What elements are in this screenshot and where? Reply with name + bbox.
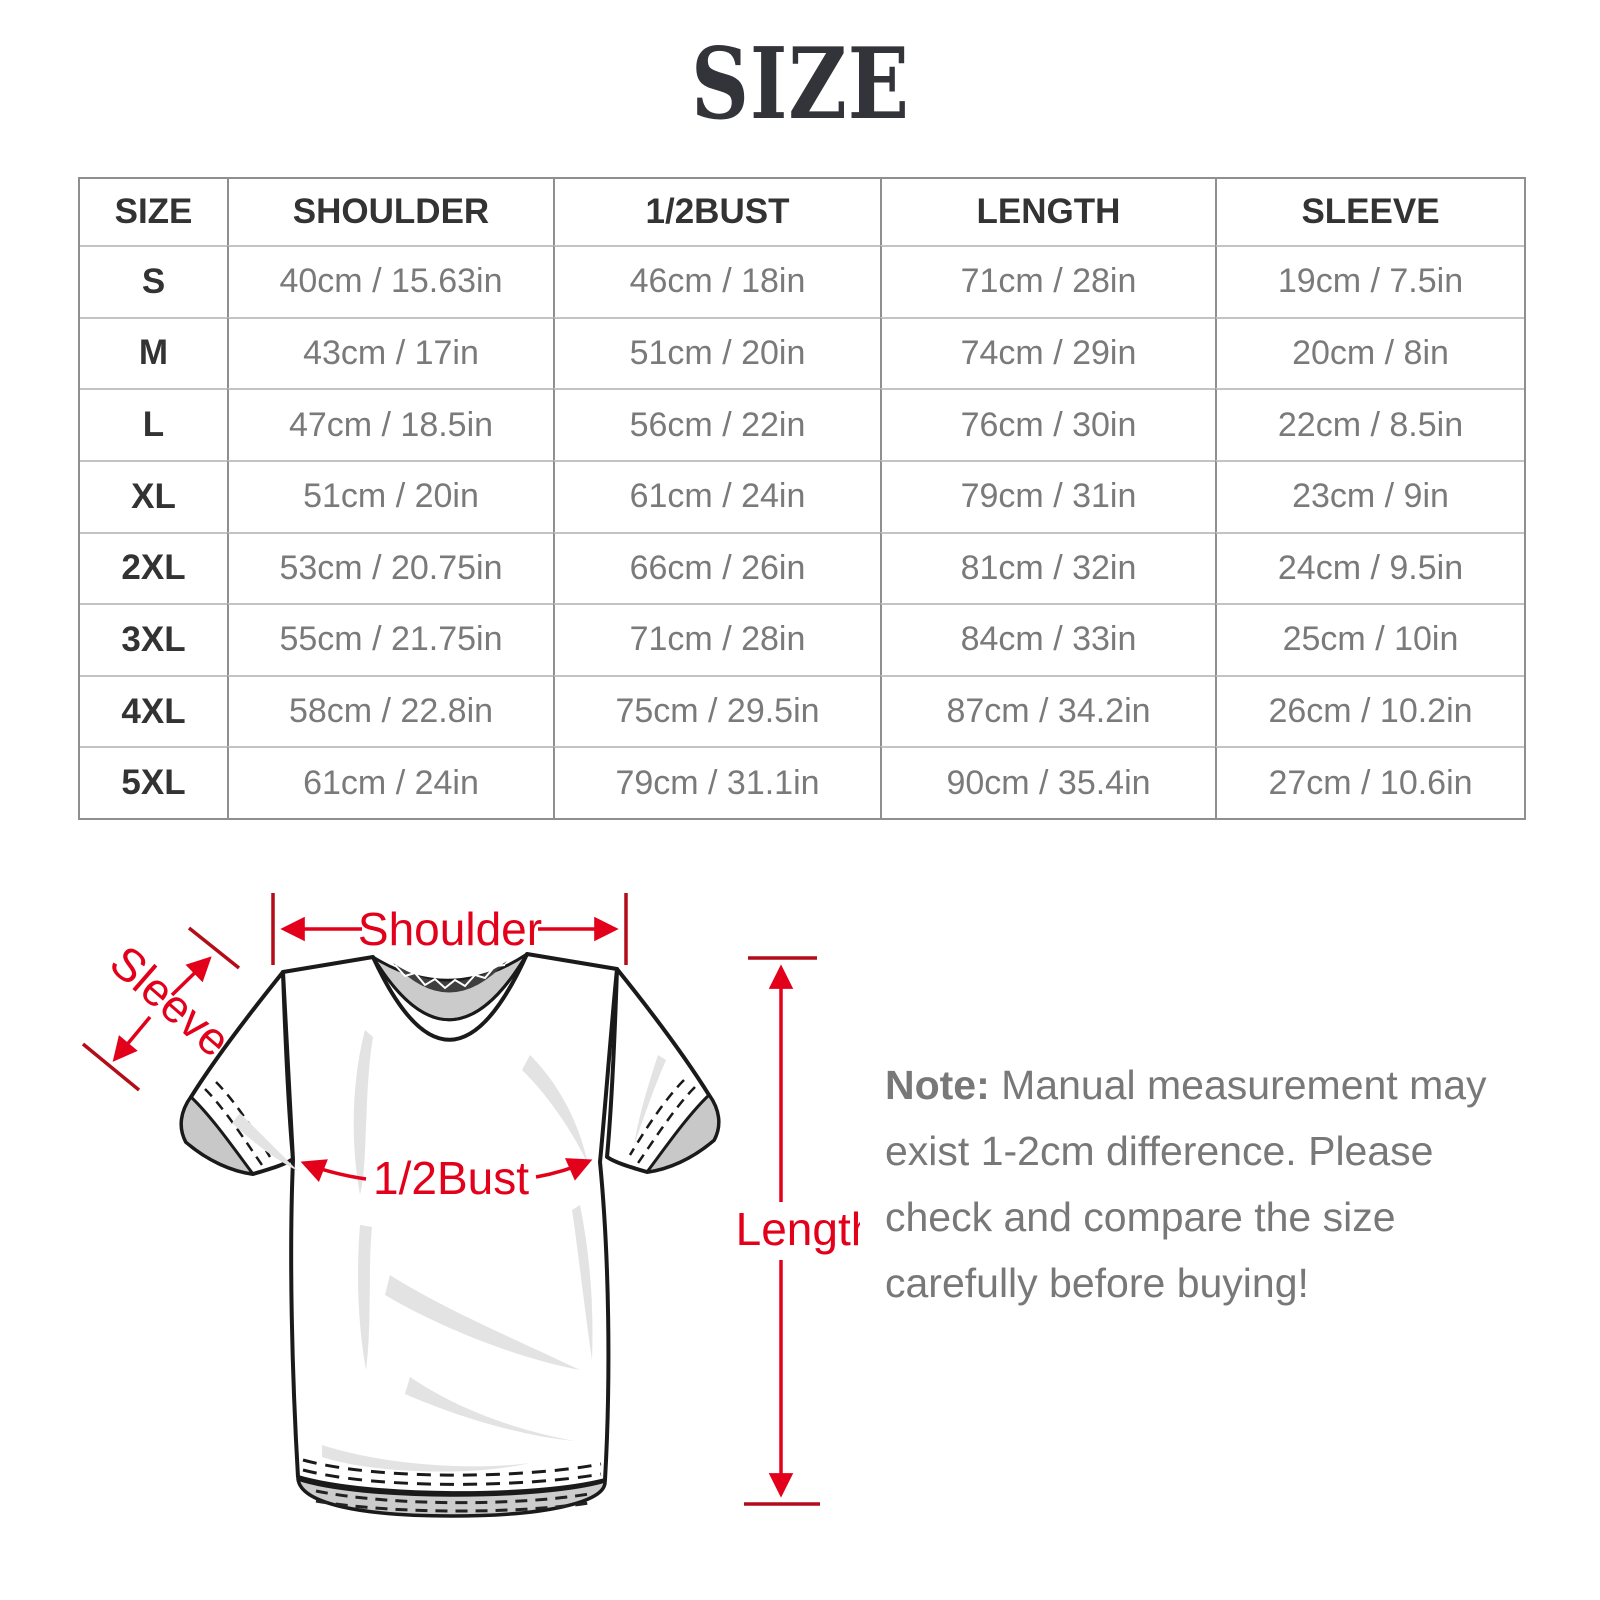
tshirt-left-cuff-opening	[179, 1095, 255, 1176]
sleeve-arrow-up	[170, 956, 212, 997]
size-label-cell: 4XL	[80, 674, 227, 747]
header-halfbust: 1/2BUST	[553, 179, 880, 245]
table-row: S 40cm / 15.63in 46cm / 18in 71cm / 28in 19c…	[80, 245, 1524, 317]
table-row: XL 51cm / 20in 61cm / 24in 79cm / 31in 23cm …	[80, 459, 1524, 532]
note-text: Manual measurement may	[989, 1062, 1487, 1108]
measurement-cell: 58cm / 22.8in	[227, 674, 553, 747]
measurement-cell: 40cm / 15.63in	[227, 245, 553, 317]
header-length: LENGTH	[880, 179, 1215, 245]
measurement-cell: 71cm / 28in	[880, 245, 1215, 317]
size-table-body: S 40cm / 15.63in 46cm / 18in 71cm / 28in 19c…	[80, 245, 1524, 818]
size-label-cell: 5XL	[80, 746, 227, 818]
size-table-header: SIZE SHOULDER 1/2BUST LENGTH SLEEVE	[80, 179, 1524, 245]
collar-neck-tape	[393, 961, 507, 993]
measurement-cell: 81cm / 32in	[880, 531, 1215, 604]
table-row: M 43cm / 17in 51cm / 20in 74cm / 29in 20cm /…	[80, 316, 1524, 389]
left-cuff-stitch-line	[215, 1081, 272, 1158]
hem-band-stitch-line	[315, 1489, 590, 1505]
sleeve-arrow-down	[112, 1015, 152, 1062]
measurement-cell: 26cm / 10.2in	[1215, 674, 1524, 747]
sleeve-label: Sleeve	[100, 935, 240, 1067]
note-line: exist 1-2cm difference. Please	[885, 1128, 1434, 1174]
tshirt-body	[281, 952, 619, 1496]
note-block: Note: Manual measurement may exist 1-2cm…	[885, 1052, 1505, 1316]
measurement-cell: 47cm / 18.5in	[227, 388, 553, 460]
measurement-cell: 25cm / 10in	[1215, 603, 1524, 675]
page-title: SIZE	[690, 27, 910, 142]
note-line: Note: Manual measurement may	[885, 1052, 1505, 1118]
length-measure: Length	[736, 956, 860, 1506]
table-row: 5XL 61cm / 24in 79cm / 31.1in 90cm / 35.4in…	[80, 746, 1524, 818]
length-label: Length	[736, 1203, 860, 1255]
note-line: carefully before buying!	[885, 1260, 1309, 1306]
size-label-cell: 3XL	[80, 603, 227, 675]
measurement-cell: 43cm / 17in	[227, 316, 553, 389]
table-row: L 47cm / 18.5in 56cm / 22in 76cm / 30in 22cm…	[80, 388, 1524, 460]
note-line: check and compare the size	[885, 1194, 1396, 1240]
collar-band-edge	[371, 953, 529, 1022]
measurement-cell: 24cm / 9.5in	[1215, 531, 1524, 604]
size-label-cell: S	[80, 245, 227, 317]
hem-band-stitch-line	[315, 1499, 590, 1513]
fabric-wrinkles	[232, 1030, 666, 1472]
size-label-cell: 2XL	[80, 531, 227, 604]
measurement-cell: 51cm / 20in	[553, 316, 880, 389]
left-cuff-stitch-line	[204, 1088, 264, 1166]
measurement-cell: 71cm / 28in	[553, 603, 880, 675]
header-sleeve: SLEEVE	[1215, 179, 1524, 245]
measurement-cell: 19cm / 7.5in	[1215, 245, 1524, 317]
measurement-cell: 79cm / 31.1in	[553, 746, 880, 818]
measurement-cell: 27cm / 10.6in	[1215, 746, 1524, 818]
table-row: 2XL 53cm / 20.75in 66cm / 26in 81cm / 32in 2…	[80, 531, 1524, 604]
measurement-cell: 84cm / 33in	[880, 603, 1215, 675]
measurement-cell: 79cm / 31in	[880, 459, 1215, 532]
half-bust-measure: 1/2Bust	[300, 1152, 593, 1204]
measurement-cell: 46cm / 18in	[553, 245, 880, 317]
measurement-cell: 75cm / 29.5in	[553, 674, 880, 747]
size-label-cell: XL	[80, 459, 227, 532]
measurement-cell: 20cm / 8in	[1215, 316, 1524, 389]
measurement-cell: 87cm / 34.2in	[880, 674, 1215, 747]
sleeve-tick-upper	[187, 926, 241, 970]
hem-stitch-line	[302, 1458, 602, 1477]
measurement-cell: 61cm / 24in	[227, 746, 553, 818]
tshirt-right-cuff-opening	[645, 1093, 721, 1174]
right-cuff-stitch-line	[628, 1079, 685, 1156]
header-size: SIZE	[114, 192, 193, 231]
measurement-cell: 55cm / 21.75in	[227, 603, 553, 675]
shoulder-measure: Shoulder	[271, 893, 628, 965]
shoulder-label: Shoulder	[358, 903, 542, 955]
table-row: 4XL 58cm / 22.8in 75cm / 29.5in 87cm / 34.2…	[80, 674, 1524, 747]
measurement-cell: 66cm / 26in	[553, 531, 880, 604]
header-row: SIZE SHOULDER 1/2BUST LENGTH SLEEVE	[80, 179, 1524, 245]
tshirt-illustration	[179, 952, 721, 1518]
measurement-cell: 53cm / 20.75in	[227, 531, 553, 604]
bust-arrow-left	[300, 1159, 367, 1183]
hem-band	[296, 1477, 607, 1518]
tshirt-measurement-diagram: Shoulder Sleeve 1/2Bust Length	[81, 893, 860, 1518]
measurement-cell: 22cm / 8.5in	[1215, 388, 1524, 460]
size-label-cell: L	[80, 388, 227, 460]
hem-stitch-line	[302, 1468, 602, 1486]
measurement-cell: 90cm / 35.4in	[880, 746, 1215, 818]
size-chart-table: SIZE SHOULDER 1/2BUST LENGTH SLEEVE S 40c…	[78, 177, 1526, 820]
sleeve-tick-lower	[81, 1042, 141, 1092]
header-shoulder: SHOULDER	[227, 179, 553, 245]
table-row: 3XL 55cm / 21.75in 71cm / 28in 84cm / 33in 2…	[80, 603, 1524, 675]
measurement-cell: 23cm / 9in	[1215, 459, 1524, 532]
measurement-cell: 76cm / 30in	[880, 388, 1215, 460]
half-bust-label: 1/2Bust	[373, 1152, 529, 1204]
note-label: Note:	[885, 1062, 990, 1108]
collar-tape-zigzag	[394, 964, 506, 990]
bust-arrow-right	[535, 1158, 593, 1181]
size-label-cell: M	[80, 316, 227, 389]
measurement-cell: 51cm / 20in	[227, 459, 553, 532]
right-cuff-stitch-line	[636, 1086, 696, 1164]
measurement-cell: 74cm / 29in	[880, 316, 1215, 389]
measurement-cell: 61cm / 24in	[553, 459, 880, 532]
measurement-cell: 56cm / 22in	[553, 388, 880, 460]
